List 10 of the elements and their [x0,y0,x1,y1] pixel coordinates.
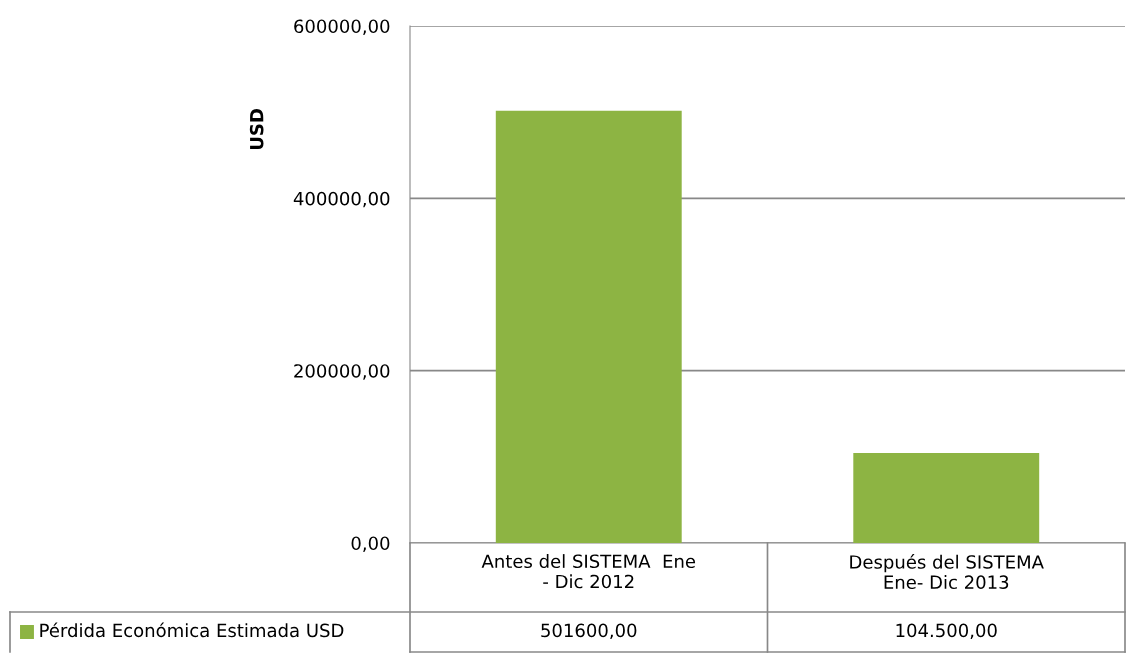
x-tick-label: Después del SISTEMA Ene- Dic 2013 [850,554,1044,590]
y-tick-label: 0,00 [351,536,390,552]
legend-label: Pérdida Económica Estimada USD [40,622,344,638]
x-tick-label: Antes del SISTEMA Ene - Dic 2012 [481,554,696,589]
y-tick-label: 600000,00 [294,19,390,35]
y-tick-label: 200000,00 [294,364,390,380]
y-tick-label: 400000,00 [293,191,390,208]
data-label: 104.500,00 [896,623,997,640]
data-label: 501600,00 [541,623,637,640]
y-axis-title: USD [249,109,264,150]
